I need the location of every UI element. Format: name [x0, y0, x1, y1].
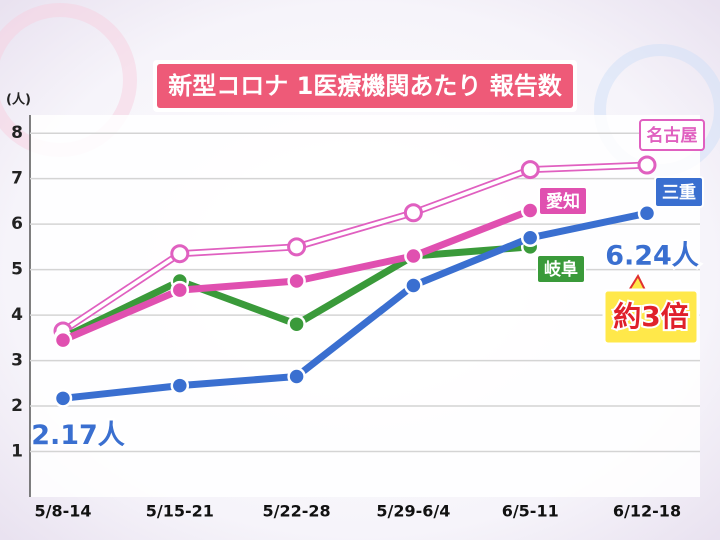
x-tick-label: 5/8-14 [34, 502, 91, 521]
y-tick-label: 8 [11, 123, 23, 143]
x-tick-label: 5/29-6/4 [376, 502, 450, 521]
y-tick-label: 6 [11, 214, 23, 234]
point [520, 228, 540, 248]
y-tick-label: 2 [11, 396, 23, 416]
annotation-box [602, 288, 700, 346]
series-line [62, 209, 648, 402]
chart-title: 新型コロナ 1医療機関あたり 報告数 [168, 72, 562, 100]
legend-label: 三重 [662, 182, 696, 203]
y-tick-label: 7 [11, 169, 23, 189]
x-tick-label: 5/15-21 [146, 502, 214, 521]
x-tick-label: 6/12-18 [613, 502, 681, 521]
legend-tag [536, 254, 586, 284]
series-line-inner [62, 163, 648, 333]
y-tick-label: 5 [11, 260, 23, 280]
point [170, 376, 190, 395]
point [170, 280, 190, 300]
legend-label: 愛知 [546, 191, 580, 212]
point [287, 314, 306, 334]
point [637, 203, 657, 223]
point [520, 160, 540, 180]
annotation: 約3倍 [613, 300, 688, 333]
point [53, 330, 73, 350]
y-tick-label: 1 [11, 442, 23, 462]
legend-tag [639, 119, 705, 151]
point [520, 201, 540, 220]
x-tick-label: 5/22-28 [263, 502, 331, 521]
legend-label: 名古屋 [647, 125, 698, 146]
point [170, 244, 190, 264]
point [287, 367, 306, 386]
legend-label: 岐阜 [544, 259, 578, 280]
point [287, 237, 307, 257]
point [53, 389, 73, 408]
point [403, 203, 423, 223]
value-label: 6.24人 [605, 241, 699, 272]
point [637, 155, 657, 175]
y-axis-label: (人) [6, 92, 31, 108]
y-tick-label: 3 [11, 351, 23, 371]
legend-tag [654, 176, 704, 208]
y-tick-label: 4 [11, 305, 23, 325]
point [404, 276, 423, 295]
legend-tag [538, 186, 588, 216]
point [404, 246, 423, 266]
x-tick-label: 6/5-11 [502, 502, 559, 521]
point [287, 271, 306, 291]
title-box [157, 64, 573, 108]
value-label: 2.17人 [31, 420, 125, 451]
